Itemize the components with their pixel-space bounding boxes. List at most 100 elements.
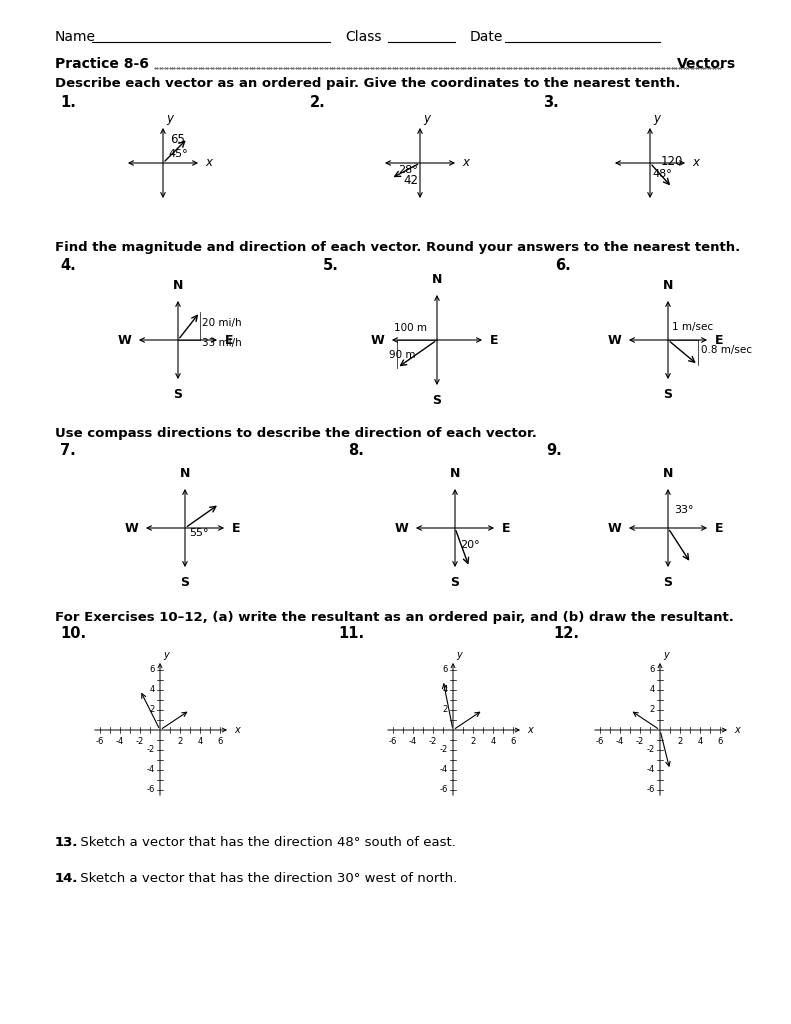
Text: y: y: [163, 650, 168, 660]
Text: 11.: 11.: [338, 626, 364, 641]
Text: 2: 2: [443, 706, 448, 715]
Text: 10.: 10.: [60, 626, 86, 641]
Text: 6: 6: [649, 666, 655, 675]
Text: 14.: 14.: [55, 871, 78, 885]
Text: y: y: [653, 112, 660, 125]
Text: 4.: 4.: [60, 258, 76, 273]
Text: W: W: [124, 521, 138, 535]
Text: 48°: 48°: [652, 169, 672, 179]
Text: W: W: [370, 334, 384, 346]
Text: 33°: 33°: [674, 505, 694, 515]
Text: x: x: [205, 157, 212, 170]
Text: -2: -2: [429, 737, 437, 746]
Text: -2: -2: [647, 745, 655, 755]
Text: N: N: [172, 279, 184, 292]
Text: -4: -4: [440, 766, 448, 774]
Text: x: x: [734, 725, 740, 735]
Text: 20°: 20°: [460, 540, 479, 550]
Text: -6: -6: [389, 737, 397, 746]
Text: y: y: [456, 650, 462, 660]
Text: 120: 120: [661, 155, 683, 168]
Text: 28°: 28°: [398, 165, 418, 175]
Text: E: E: [490, 334, 498, 346]
Text: 6: 6: [218, 737, 223, 746]
Text: S: S: [451, 575, 460, 589]
Text: -2: -2: [440, 745, 448, 755]
Text: W: W: [607, 521, 621, 535]
Text: 4: 4: [149, 685, 155, 694]
Text: 12.: 12.: [553, 626, 579, 641]
Text: -4: -4: [147, 766, 155, 774]
Text: Find the magnitude and direction of each vector. Round your answers to the neare: Find the magnitude and direction of each…: [55, 241, 740, 254]
Text: 7.: 7.: [60, 443, 76, 458]
Text: E: E: [715, 521, 724, 535]
Text: S: S: [173, 388, 183, 401]
Text: -4: -4: [647, 766, 655, 774]
Text: For Exercises 10–12, (a) write the resultant as an ordered pair, and (b) draw th: For Exercises 10–12, (a) write the resul…: [55, 610, 734, 624]
Text: 3.: 3.: [543, 95, 558, 110]
Text: 2: 2: [149, 706, 155, 715]
Text: -4: -4: [409, 737, 417, 746]
Text: 6: 6: [443, 666, 448, 675]
Text: y: y: [423, 112, 430, 125]
Text: 20 mi/h: 20 mi/h: [202, 318, 241, 328]
Text: 6: 6: [149, 666, 155, 675]
Text: 13. Sketch a vector that has the direction 48° south of east.: 13. Sketch a vector that has the directi…: [55, 837, 456, 850]
Text: 65: 65: [170, 133, 185, 146]
Text: Describe each vector as an ordered pair. Give the coordinates to the nearest ten: Describe each vector as an ordered pair.…: [55, 77, 680, 89]
Text: W: W: [394, 521, 408, 535]
Text: E: E: [715, 334, 724, 346]
Text: 6.: 6.: [555, 258, 571, 273]
Text: -6: -6: [96, 737, 104, 746]
Text: 2: 2: [677, 737, 683, 746]
Text: S: S: [664, 388, 672, 401]
Text: -6: -6: [646, 785, 655, 795]
Text: W: W: [607, 334, 621, 346]
Text: x: x: [527, 725, 533, 735]
Text: 9.: 9.: [546, 443, 562, 458]
Text: y: y: [166, 112, 173, 125]
Text: 6: 6: [717, 737, 723, 746]
Text: 1.: 1.: [60, 95, 76, 110]
Text: E: E: [232, 521, 240, 535]
Text: N: N: [180, 467, 190, 480]
Text: -2: -2: [147, 745, 155, 755]
Text: 100 m: 100 m: [394, 323, 427, 333]
Text: -6: -6: [440, 785, 448, 795]
Text: N: N: [450, 467, 460, 480]
Text: N: N: [663, 467, 673, 480]
Text: N: N: [663, 279, 673, 292]
Text: -4: -4: [115, 737, 124, 746]
Text: S: S: [664, 575, 672, 589]
Text: x: x: [462, 157, 469, 170]
Text: 1 m/sec: 1 m/sec: [672, 322, 713, 332]
Text: 55°: 55°: [189, 528, 209, 538]
Text: 2: 2: [177, 737, 183, 746]
Text: 5.: 5.: [323, 258, 339, 273]
Text: 6: 6: [510, 737, 516, 746]
Text: S: S: [433, 394, 441, 407]
Text: E: E: [502, 521, 510, 535]
Text: 4: 4: [443, 685, 448, 694]
Text: W: W: [117, 334, 131, 346]
Text: y: y: [663, 650, 668, 660]
Text: 8.: 8.: [348, 443, 364, 458]
Text: 13.: 13.: [55, 837, 78, 850]
Text: 4: 4: [649, 685, 655, 694]
Text: 0.8 m/sec: 0.8 m/sec: [701, 345, 752, 355]
Text: 45°: 45°: [168, 150, 187, 159]
Text: x: x: [692, 157, 699, 170]
Text: Name: Name: [55, 30, 96, 44]
Text: x: x: [234, 725, 240, 735]
Text: N: N: [432, 273, 442, 286]
Text: 2.: 2.: [310, 95, 326, 110]
Text: -6: -6: [596, 737, 604, 746]
Text: Use compass directions to describe the direction of each vector.: Use compass directions to describe the d…: [55, 427, 537, 439]
Text: 4: 4: [198, 737, 202, 746]
Text: 2: 2: [649, 706, 655, 715]
Text: 42: 42: [403, 174, 418, 187]
Text: -4: -4: [616, 737, 624, 746]
Text: 4: 4: [490, 737, 496, 746]
Text: E: E: [225, 334, 233, 346]
Text: Date: Date: [470, 30, 503, 44]
